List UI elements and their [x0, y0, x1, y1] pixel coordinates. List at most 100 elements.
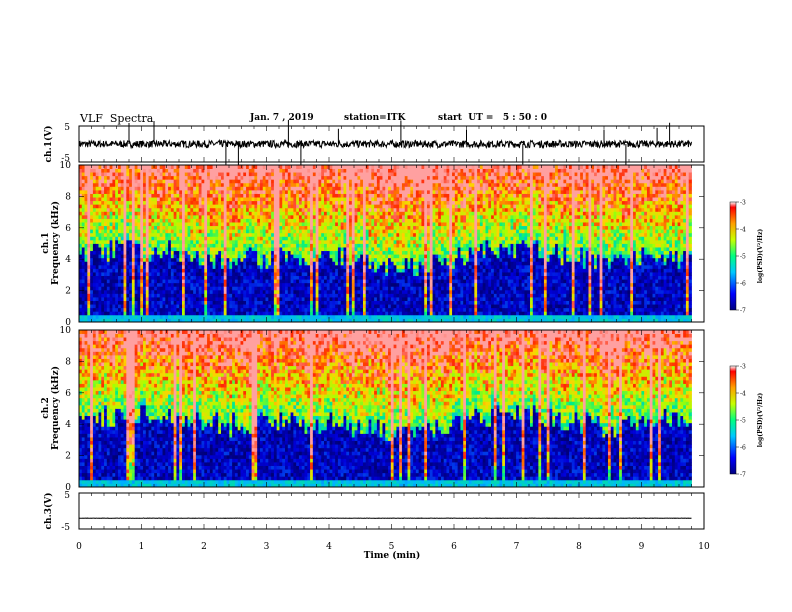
spectrogram-cell	[212, 211, 216, 216]
spectrogram-cell	[120, 250, 124, 255]
spectrogram-cell	[165, 232, 169, 237]
spectrogram-cell	[90, 264, 94, 269]
spectrogram-cell	[324, 282, 328, 287]
spectrogram-cell	[265, 264, 269, 269]
spectrogram-cell	[120, 289, 124, 294]
spectrogram-cell	[307, 193, 311, 198]
spectrogram-cell	[201, 204, 205, 209]
spectrogram-cell	[315, 236, 319, 241]
spectrogram-cell	[271, 211, 275, 216]
spectrogram-cell	[109, 168, 113, 173]
spectrogram-cell	[240, 186, 244, 191]
spectrogram-cell	[237, 314, 241, 319]
spectrogram-cell	[318, 254, 322, 259]
spectrogram-cell	[193, 218, 197, 223]
spectrogram-cell	[117, 275, 122, 280]
spectrogram-cell	[357, 218, 361, 223]
spectrogram-cell	[351, 229, 356, 234]
spectrogram-cell	[259, 172, 264, 177]
spectrogram-cell	[104, 289, 108, 294]
spectrogram-cell	[318, 300, 322, 305]
spectrogram-cell	[137, 250, 141, 255]
spectrogram-cell	[324, 222, 328, 227]
spectrogram-cell	[134, 254, 138, 259]
spectrogram-cell	[95, 200, 99, 205]
spectrogram-cell	[321, 286, 325, 291]
spectrogram-cell	[257, 193, 261, 198]
spectrogram-cell	[129, 225, 133, 230]
spectrogram-cell	[374, 300, 378, 305]
spectrogram-cell	[182, 218, 186, 223]
spectrogram-cell	[112, 214, 116, 219]
spectrogram-cell	[298, 186, 303, 191]
spectrogram-cell	[187, 179, 191, 184]
spectrogram-cell	[204, 275, 208, 280]
spectrogram-cell	[193, 172, 197, 177]
spectrogram-cell	[273, 225, 278, 230]
spectrogram-cell	[312, 261, 317, 266]
spectrogram-cell	[184, 250, 188, 255]
spectrogram-cell	[84, 168, 88, 173]
spectrogram-cell	[357, 168, 361, 173]
spectrogram-cell	[379, 168, 383, 173]
spectrogram-cell	[237, 247, 241, 252]
spectrogram-cell	[382, 250, 386, 255]
spectrogram-cell	[271, 282, 275, 287]
spectrogram-cell	[87, 261, 91, 266]
spectrogram-cell	[131, 289, 136, 294]
spectrogram-cell	[98, 314, 102, 319]
spectrogram-cell	[207, 318, 211, 323]
spectrogram-cell	[151, 189, 155, 194]
spectrogram-cell	[301, 239, 305, 244]
spectrogram-cell	[218, 207, 222, 212]
spectrogram-cell	[209, 218, 214, 223]
spectrogram-cell	[131, 232, 136, 237]
spectrogram-cell	[360, 243, 364, 248]
spectrogram-cell	[254, 165, 258, 169]
spectrogram-cell	[318, 204, 322, 209]
spectrogram-cell	[145, 247, 149, 252]
spectrogram-cell	[301, 172, 305, 177]
spectrogram-cell	[215, 293, 219, 298]
spectrogram-cell	[95, 175, 99, 180]
spectrogram-cell	[207, 232, 211, 237]
spectrogram-cell	[321, 189, 325, 194]
spectrogram-cell	[162, 297, 166, 301]
spectrogram-cell	[326, 214, 330, 219]
spectrogram-cell	[335, 275, 339, 280]
spectrogram-cell	[129, 293, 133, 298]
spectrogram-cell	[179, 261, 183, 266]
spectrogram-cell	[140, 186, 144, 191]
spectrogram-cell	[182, 314, 186, 319]
spectrogram-cell	[207, 211, 211, 216]
spectrogram-cell	[123, 318, 127, 323]
spectrogram-cell	[240, 286, 244, 291]
spectrogram-cell	[376, 168, 381, 173]
spectrogram-cell	[349, 289, 353, 294]
spectrogram-cell	[218, 189, 222, 194]
spectrogram-cell	[207, 250, 211, 255]
spectrogram-cell	[315, 247, 319, 252]
spectrogram-cell	[109, 207, 113, 212]
spectrogram-cell	[262, 293, 266, 298]
spectrogram-cell	[251, 275, 255, 280]
spectrogram-cell	[349, 239, 353, 244]
spectrogram-cell	[248, 218, 253, 223]
spectrogram-cell	[148, 243, 152, 248]
spectrogram-cell	[81, 293, 85, 298]
spectrogram-cell	[360, 289, 364, 294]
spectrogram-cell	[193, 165, 197, 169]
spectrogram-cell	[218, 275, 222, 280]
spectrogram-cell	[143, 243, 147, 248]
spectrogram-cell	[140, 218, 144, 223]
spectrogram-cell	[162, 193, 166, 198]
spectrogram-cell	[282, 214, 286, 219]
spectrogram-cell	[307, 314, 311, 319]
spectrogram-cell	[234, 293, 239, 298]
spectrogram-cell	[151, 214, 155, 219]
spectrogram-cell	[104, 286, 108, 291]
spectrogram-cell	[237, 225, 241, 230]
spectrogram-cell	[273, 239, 278, 244]
spectrogram-cell	[234, 193, 239, 198]
spectrogram-cell	[117, 239, 122, 244]
